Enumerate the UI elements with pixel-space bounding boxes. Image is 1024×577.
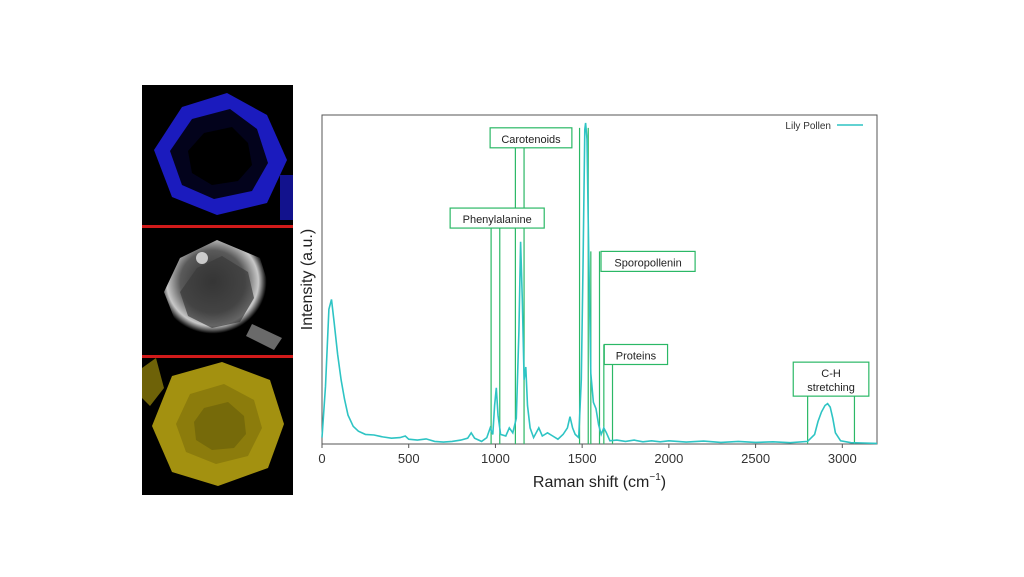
annotation-box bbox=[792, 361, 870, 397]
x-tick-label: 1000 bbox=[481, 451, 510, 466]
annotation-box bbox=[600, 250, 696, 272]
yellow-fluorescence-image bbox=[142, 358, 293, 495]
annotation-box bbox=[489, 127, 573, 149]
grayscale-image bbox=[142, 228, 293, 355]
legend: Lily Pollen bbox=[785, 121, 863, 132]
annotation-box bbox=[603, 343, 669, 366]
blue-fluorescence-image bbox=[142, 85, 293, 225]
x-tick-label: 2500 bbox=[741, 451, 770, 466]
annotation-label: C-H bbox=[821, 368, 841, 380]
x-tick-label: 0 bbox=[318, 451, 325, 466]
annotation-label: stretching bbox=[807, 382, 855, 394]
y-axis-label: Intensity (a.u.) bbox=[299, 229, 316, 330]
annotation-carotenoids: Carotenoids bbox=[489, 127, 589, 444]
annotation-sporopollenin: Sporopollenin bbox=[590, 250, 696, 444]
annotation-proteins: Proteins bbox=[603, 343, 669, 444]
panel-divider bbox=[142, 355, 293, 358]
x-axis-label: Raman shift (cm−1) bbox=[533, 472, 666, 491]
x-tick-label: 1500 bbox=[568, 451, 597, 466]
pollen-image-strip bbox=[142, 85, 293, 495]
annotation-box bbox=[449, 207, 545, 229]
x-tick-label: 2000 bbox=[654, 451, 683, 466]
x-tick-label: 3000 bbox=[828, 451, 857, 466]
annotation-phenylalanine: Phenylalanine bbox=[449, 207, 545, 444]
panel-divider bbox=[142, 225, 293, 228]
annotation-label: Phenylalanine bbox=[463, 214, 532, 226]
series-line-lily-pollen bbox=[321, 122, 878, 445]
x-tick-label: 500 bbox=[398, 451, 420, 466]
annotation-label: Sporopollenin bbox=[614, 257, 681, 269]
annotation-c-h-stretching: C-H stretching bbox=[792, 361, 870, 444]
annotation-label: Proteins bbox=[616, 350, 657, 362]
legend-label: Lily Pollen bbox=[785, 121, 831, 132]
annotation-label: Carotenoids bbox=[501, 134, 561, 146]
